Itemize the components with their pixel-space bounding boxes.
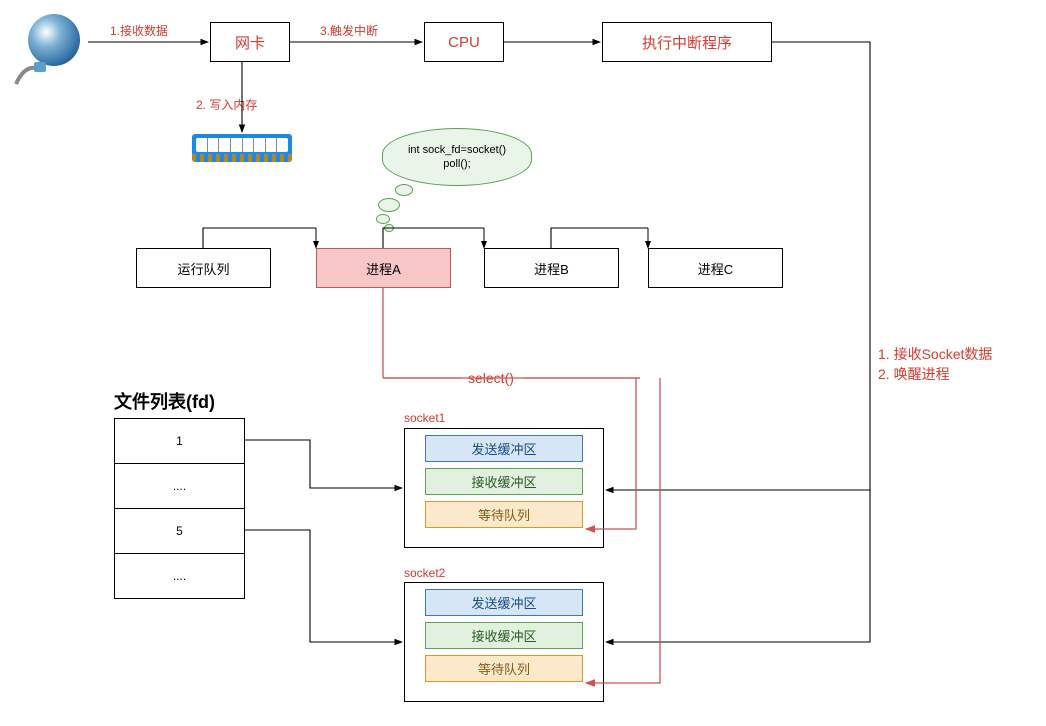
fd-title: 文件列表(fd) <box>114 388 215 414</box>
network-cable-icon <box>14 58 54 78</box>
nic-box: 网卡 <box>210 22 290 62</box>
fd-table: 1 .... 5 .... <box>114 418 245 599</box>
fd-row-0: 1 <box>115 419 245 464</box>
fd-row-3: .... <box>115 554 245 599</box>
process-a-box: 进程A <box>316 248 451 288</box>
label-write-mem: 2. 写入内存 <box>196 96 257 113</box>
socket2-box: 发送缓冲区 接收缓冲区 等待队列 <box>404 582 604 702</box>
socket2-recv-buf: 接收缓冲区 <box>425 622 583 649</box>
run-queue-box: 运行队列 <box>136 248 271 288</box>
socket2-wait-queue: 等待队列 <box>425 655 583 682</box>
thought-dot-4 <box>384 224 394 232</box>
process-b-box: 进程B <box>484 248 619 288</box>
socket1-title: socket1 <box>404 411 445 425</box>
cloud-line1: int sock_fd=socket() <box>408 143 506 157</box>
process-c-box: 进程C <box>648 248 783 288</box>
thought-dot-2 <box>378 198 400 212</box>
label-right-2: 2. 唤醒进程 <box>878 364 950 384</box>
cloud-line2: poll(); <box>443 157 471 171</box>
label-trigger-int: 3.触发中断 <box>320 22 378 39</box>
socket1-recv-buf: 接收缓冲区 <box>425 468 583 495</box>
socket1-send-buf: 发送缓冲区 <box>425 435 583 462</box>
fd-row-1: .... <box>115 464 245 509</box>
fd-row-2: 5 <box>115 509 245 554</box>
thought-cloud: int sock_fd=socket() poll(); <box>382 128 532 186</box>
isr-box: 执行中断程序 <box>602 22 772 62</box>
socket2-title: socket2 <box>404 566 445 580</box>
socket2-send-buf: 发送缓冲区 <box>425 589 583 616</box>
ram-chip-icon <box>192 134 292 162</box>
label-right-1: 1. 接收Socket数据 <box>878 344 992 364</box>
cpu-box: CPU <box>424 22 504 62</box>
socket1-box: 发送缓冲区 接收缓冲区 等待队列 <box>404 428 604 548</box>
label-select: select() <box>468 370 514 386</box>
label-recv-data: 1.接收数据 <box>110 22 168 39</box>
socket1-wait-queue: 等待队列 <box>425 501 583 528</box>
thought-dot-3 <box>376 214 390 224</box>
thought-dot-1 <box>395 184 413 196</box>
